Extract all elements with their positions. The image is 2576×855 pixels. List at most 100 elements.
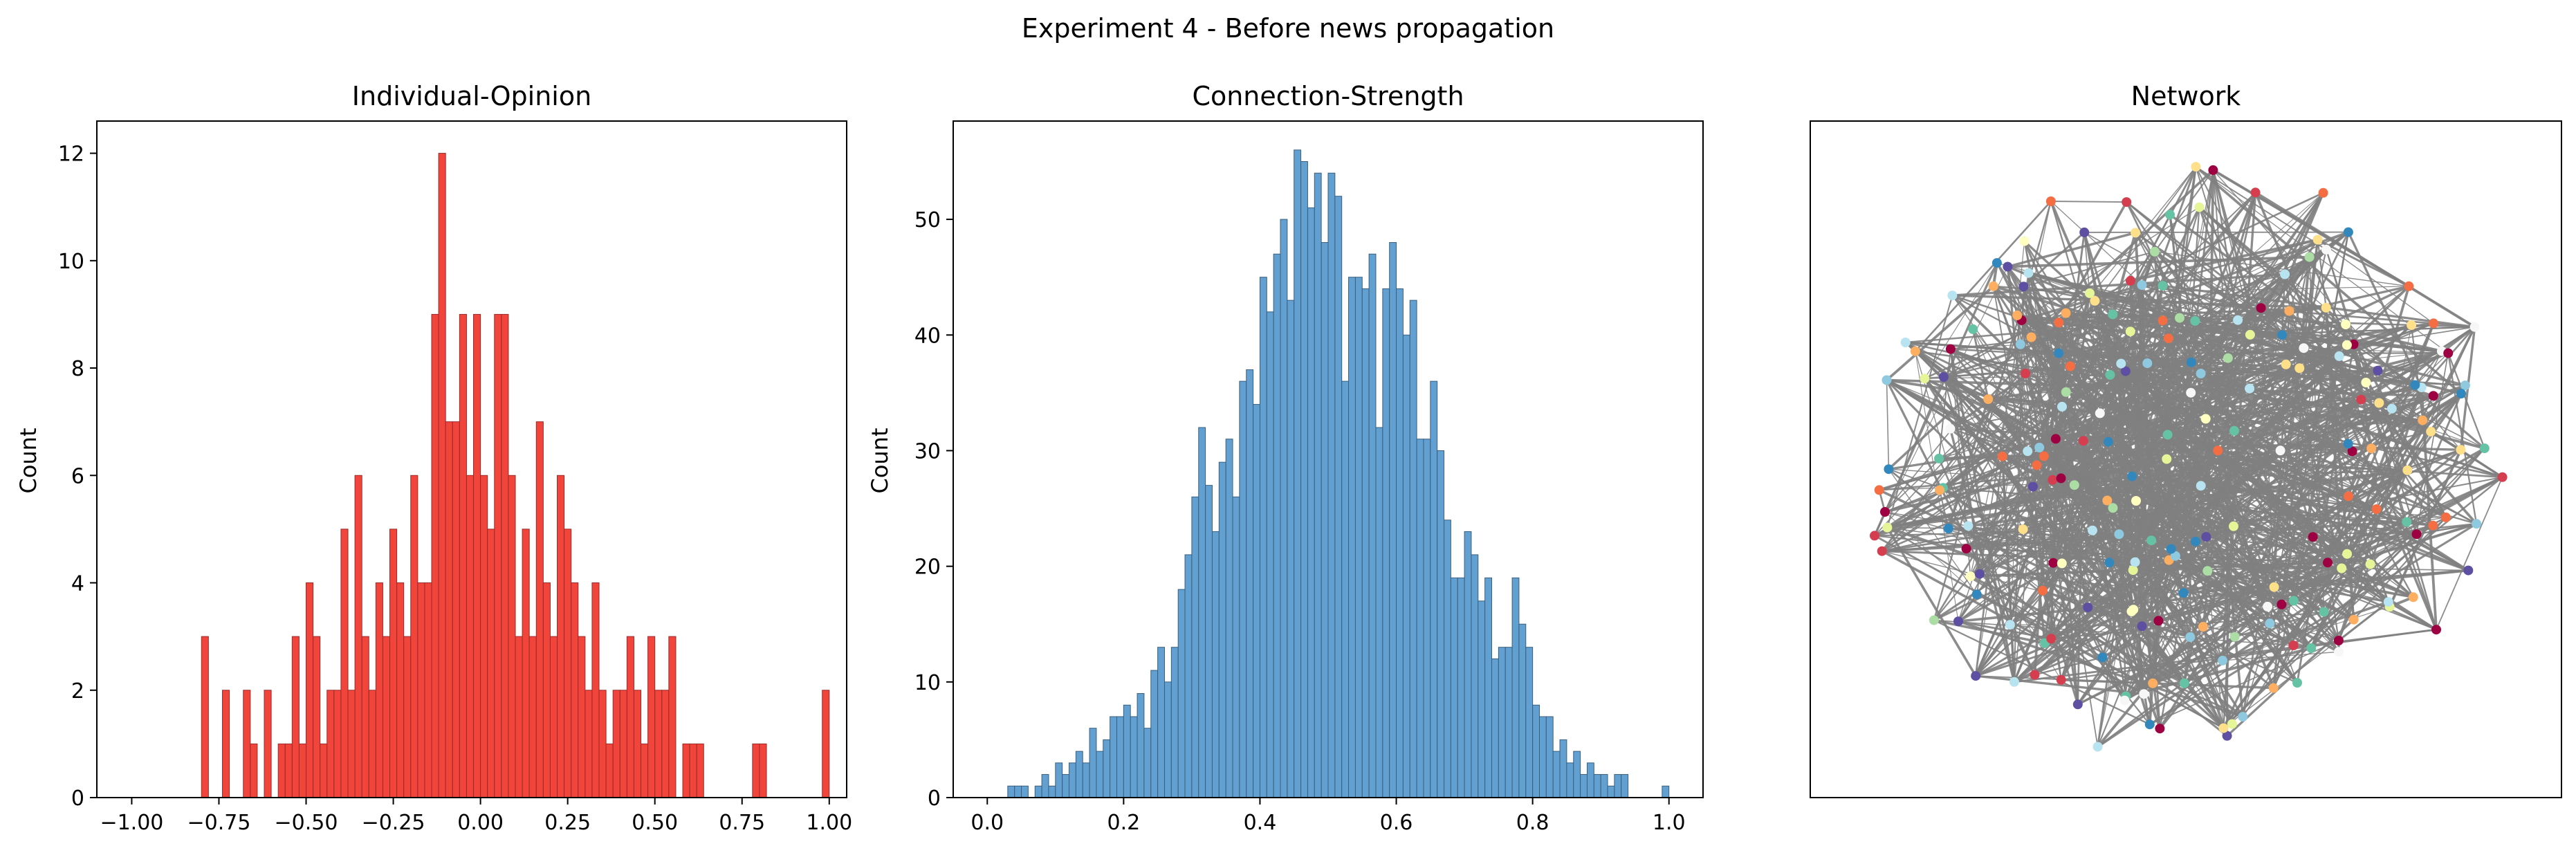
- network-edge: [1947, 320, 2023, 529]
- opinion-histogram-bar: [535, 421, 544, 798]
- network-node: [2402, 517, 2412, 527]
- network-node: [1929, 615, 1939, 625]
- network-edge: [2190, 600, 2294, 638]
- strength-histogram-bar: [1280, 219, 1288, 798]
- network-edge: [1939, 239, 2319, 491]
- network-node: [2137, 621, 2147, 632]
- network-node: [2148, 678, 2158, 688]
- network-node: [1988, 281, 1998, 291]
- network-edge: [2013, 326, 2476, 683]
- network-edge: [2041, 166, 2197, 591]
- network-edge: [2169, 214, 2225, 728]
- network-node: [2408, 592, 2418, 603]
- network-edge: [2050, 201, 2127, 203]
- network-node: [2386, 403, 2397, 414]
- network-edge: [2050, 201, 2142, 286]
- opinion-histogram-bar: [243, 690, 251, 798]
- opinion-histogram-bar: [326, 690, 335, 798]
- network-edge: [2151, 326, 2476, 542]
- network-edge: [2026, 450, 2145, 695]
- network-edge: [1887, 475, 2133, 529]
- strength-histogram-bar: [1586, 762, 1594, 798]
- strength-histogram-bar: [1034, 785, 1042, 798]
- strength-histogram-bar: [1021, 785, 1029, 798]
- network-node: [2114, 529, 2124, 540]
- network-node: [1910, 346, 1920, 356]
- strength-histogram-x-tick-label: 0.4: [1244, 811, 1277, 835]
- opinion-histogram-bar: [333, 690, 342, 798]
- network-edge: [2436, 477, 2503, 630]
- strength-histogram-bar: [1314, 172, 1322, 798]
- network-node: [2005, 620, 2015, 630]
- opinion-histogram-bar: [361, 636, 369, 798]
- opinion-histogram-bar: [822, 690, 830, 798]
- strength-histogram-bar: [1498, 647, 1506, 798]
- network-node: [2281, 359, 2291, 369]
- network-node: [2334, 351, 2344, 361]
- network-node: [2105, 369, 2115, 380]
- network-node: [2306, 643, 2317, 653]
- network-node: [1961, 544, 1971, 554]
- network-edge: [2016, 315, 2434, 526]
- strength-histogram-bar: [1110, 716, 1118, 798]
- strength-histogram-bar: [1354, 277, 1363, 798]
- network-node: [2404, 281, 2414, 291]
- network-edge: [1976, 674, 2144, 695]
- network-edge: [2126, 201, 2362, 401]
- network-node: [2088, 525, 2097, 535]
- opinion-histogram-x-tick-label: 0.25: [544, 811, 591, 835]
- strength-histogram-bar: [1157, 647, 1165, 798]
- network-node: [2308, 532, 2318, 542]
- opinion-histogram-bar: [661, 690, 670, 798]
- network-node: [2030, 670, 2040, 680]
- network-node: [2026, 332, 2036, 342]
- strength-histogram-bar: [1518, 623, 1527, 798]
- network-node: [2456, 445, 2466, 455]
- network-edge: [1874, 266, 2008, 536]
- network-edge: [1992, 286, 2161, 729]
- strength-histogram-bar: [1041, 774, 1049, 798]
- network-node: [2046, 634, 2057, 644]
- network-edge: [2193, 320, 2340, 641]
- network-edge: [2108, 562, 2145, 695]
- network-node: [2463, 565, 2474, 576]
- network-edge: [1943, 376, 2153, 684]
- network-node: [2090, 295, 2100, 306]
- network-edge: [2099, 412, 2407, 524]
- strength-histogram-bar: [1163, 681, 1172, 798]
- network-edge: [2281, 274, 2286, 335]
- strength-histogram-ticks: 0.0 0.2 0.4 0.6 0.8 1.0 0 10 20 30 40 50: [914, 208, 1686, 835]
- strength-histogram-bar: [1177, 589, 1186, 798]
- network-edge: [2023, 250, 2155, 288]
- network-node: [1874, 485, 1884, 495]
- network-edge: [2323, 420, 2424, 613]
- opinion-histogram-y-tick-label: 4: [71, 572, 84, 596]
- network-node: [2407, 320, 2417, 330]
- strength-histogram-bar: [1191, 496, 1199, 798]
- network-node: [2048, 475, 2058, 485]
- strength-histogram-bar: [1566, 762, 1574, 798]
- opinion-histogram-bar: [598, 690, 607, 798]
- network-node: [2383, 597, 2393, 607]
- network-edge: [2223, 601, 2389, 729]
- strength-histogram-bar: [1341, 380, 1350, 798]
- network-edge: [2150, 166, 2197, 541]
- network-edge: [2009, 293, 2091, 625]
- network-node: [2268, 683, 2279, 693]
- opinion-histogram-bar: [585, 690, 593, 798]
- network-node: [2028, 481, 2038, 492]
- network-edge: [2023, 241, 2089, 608]
- network-node: [2126, 606, 2137, 616]
- strength-histogram-bar: [1198, 427, 1206, 798]
- strength-histogram-y-tick-label: 0: [928, 787, 941, 811]
- network-node: [2222, 730, 2232, 741]
- network-node: [2256, 303, 2266, 313]
- network-node: [2190, 315, 2200, 326]
- network-node: [2166, 544, 2176, 554]
- opinion-histogram-bar: [752, 743, 760, 798]
- network-edge: [2227, 334, 2283, 359]
- network-edge: [1924, 262, 1998, 379]
- strength-histogram-bar: [1075, 751, 1083, 798]
- network-edge: [2154, 251, 2409, 287]
- network-node: [2048, 558, 2059, 568]
